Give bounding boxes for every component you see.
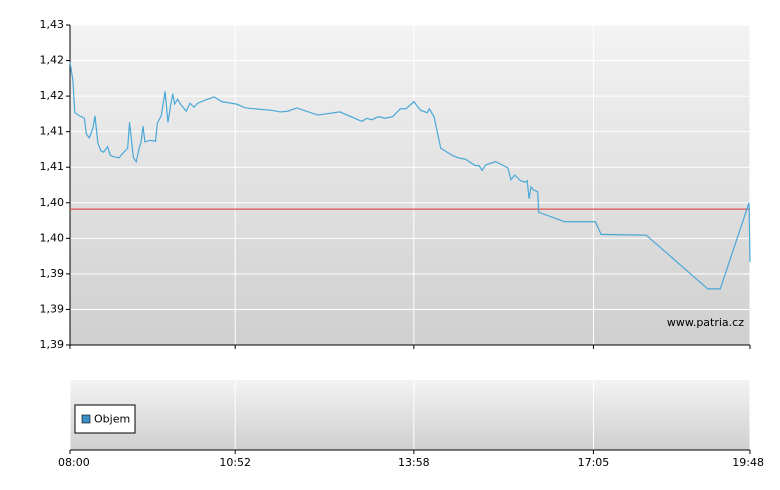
legend-label: Objem bbox=[94, 413, 130, 426]
price-line bbox=[69, 62, 751, 290]
x-tick-label: 10:52 bbox=[219, 456, 251, 469]
x-tick-label: 08:00 bbox=[58, 456, 90, 469]
y-tick-label: 1,40 bbox=[40, 231, 65, 244]
y-tick-label: 1,41 bbox=[40, 160, 65, 173]
plot-area bbox=[70, 25, 750, 345]
y-tick-label: 1,40 bbox=[40, 196, 65, 209]
x-tick-label: 19:48 bbox=[732, 456, 764, 469]
y-tick-label: 1,42 bbox=[40, 89, 65, 102]
y-tick-label: 1,41 bbox=[40, 125, 65, 138]
y-tick-label: 1,42 bbox=[40, 54, 65, 67]
legend-swatch bbox=[81, 414, 91, 424]
x-tick-label: 17:05 bbox=[578, 456, 610, 469]
x-tick-label: 13:58 bbox=[398, 456, 430, 469]
y-tick-label: 1,39 bbox=[40, 302, 65, 315]
y-tick-label: 1,39 bbox=[40, 267, 65, 280]
y-tick-label: 1,43 bbox=[40, 18, 65, 31]
watermark: www.patria.cz bbox=[667, 316, 744, 329]
y-tick-label: 1,39 bbox=[40, 338, 65, 351]
volume-area bbox=[70, 380, 750, 450]
